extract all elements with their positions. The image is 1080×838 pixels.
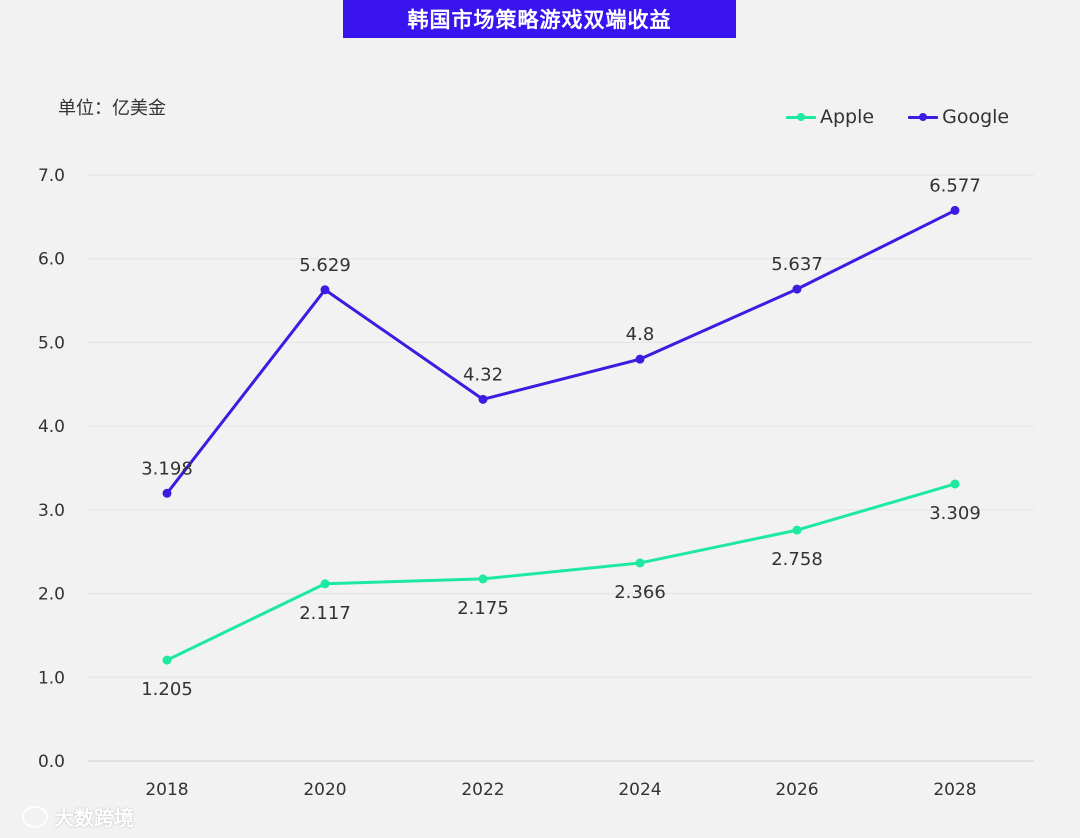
data-label-google: 3.198	[141, 458, 193, 479]
unit-label: 单位：亿美金	[58, 98, 166, 119]
y-tick-label: 0.0	[38, 752, 65, 772]
x-tick-label: 2024	[618, 780, 661, 800]
logo-icon	[22, 805, 48, 828]
y-tick-label: 6.0	[38, 250, 65, 270]
x-tick-label: 2022	[461, 780, 504, 800]
y-tick-label: 5.0	[38, 333, 65, 353]
data-point-apple	[792, 525, 802, 535]
data-point-google	[950, 205, 960, 215]
data-label-apple: 2.117	[299, 603, 351, 624]
data-label-google: 6.577	[929, 175, 981, 196]
data-label-google: 4.8	[626, 324, 655, 345]
watermark-text: 大数跨境	[54, 806, 134, 830]
legend-label-google: Google	[942, 106, 1010, 128]
data-point-apple	[320, 579, 330, 589]
chart-title: 韩国市场策略游戏双端收益	[343, 0, 736, 38]
data-label-apple: 2.758	[771, 549, 823, 570]
data-point-apple	[162, 655, 172, 665]
data-point-google	[320, 285, 330, 295]
legend-item-apple[interactable]: Apple	[786, 106, 874, 128]
x-tick-label: 2028	[933, 780, 976, 800]
data-label-apple: 1.205	[141, 679, 193, 700]
legend-label-apple: Apple	[820, 106, 875, 128]
data-point-google	[478, 394, 488, 404]
series-line-google	[165, 209, 956, 495]
data-label-apple: 2.366	[614, 582, 666, 603]
legend-swatch-apple	[786, 111, 816, 123]
data-label-google: 5.629	[299, 255, 351, 276]
data-point-google	[635, 354, 645, 364]
data-label-google: 5.637	[771, 254, 823, 275]
y-tick-label: 7.0	[38, 166, 65, 186]
data-label-apple: 2.175	[457, 598, 509, 619]
legend-swatch-google	[908, 111, 939, 123]
data-point-google	[792, 284, 802, 294]
y-tick-label: 3.0	[38, 501, 65, 521]
series-line-apple	[166, 482, 956, 662]
data-label-apple: 3.309	[929, 503, 981, 524]
y-tick-label: 1.0	[38, 668, 65, 688]
data-point-apple	[950, 479, 960, 489]
legend-item-google[interactable]: Google	[908, 106, 1009, 128]
watermark: 大数跨境	[22, 802, 134, 831]
data-point-google	[162, 488, 172, 498]
x-tick-label: 2026	[775, 780, 818, 800]
data-point-apple	[635, 558, 645, 568]
x-tick-label: 2020	[303, 780, 346, 800]
y-tick-label: 4.0	[38, 417, 65, 437]
y-tick-label: 2.0	[38, 585, 65, 605]
data-point-apple	[478, 574, 488, 584]
legend: Apple Google	[786, 106, 1009, 128]
data-label-google: 4.32	[463, 364, 503, 385]
x-tick-label: 2018	[145, 780, 188, 800]
